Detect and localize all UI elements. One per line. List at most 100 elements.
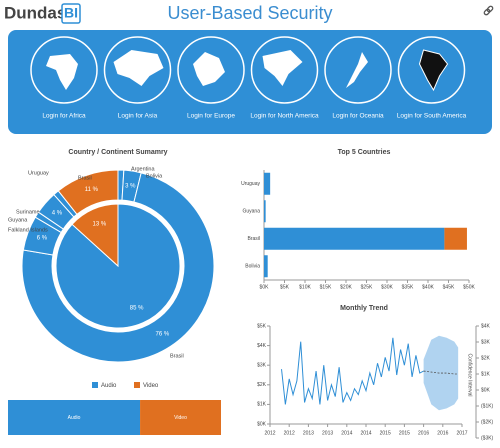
link-icon[interactable] [483, 5, 494, 16]
y-tick-label: $3K [257, 363, 267, 369]
login-label: Login for North America [250, 113, 319, 120]
slice-value-label: 11 % [85, 187, 99, 193]
slice-value-label: 6 % [37, 236, 48, 242]
x-tick-label: $25K [361, 284, 373, 290]
x-tick-label: 2013 [303, 430, 314, 436]
slice-label: Falkland Islands [8, 227, 48, 233]
chart-title: Monthly Trend [340, 305, 388, 312]
legend-swatch [92, 382, 98, 388]
bar [444, 227, 467, 250]
x-tick-label: 2016 [437, 430, 448, 436]
x-tick-label: 2015 [380, 430, 391, 436]
slice-value-label: 3 % [125, 184, 136, 190]
slice-label: Uruguay [28, 170, 49, 176]
login-button[interactable]: Login for South America [397, 36, 467, 120]
y-tick-label: $0K [257, 421, 267, 427]
segment-label: Audio [68, 415, 81, 421]
y2-tick-label: ($3K) [481, 435, 494, 441]
y2-axis-title: Confidence Interval [467, 353, 473, 396]
y2-tick-label: ($1K) [481, 403, 494, 409]
login-map [262, 50, 303, 86]
trend-line [281, 337, 424, 405]
login-map [193, 52, 225, 86]
logo-badge: BI [64, 5, 78, 21]
x-tick-label: 2015 [399, 430, 410, 436]
pie-slice [21, 172, 215, 363]
login-map [113, 50, 164, 86]
y-tick-label: $5K [257, 323, 267, 329]
stack-segment [140, 400, 221, 435]
x-tick-label: 2012 [284, 430, 295, 436]
slice-label: Brasil [170, 353, 184, 359]
x-tick-label: 2012 [264, 430, 275, 436]
slice-label: Suriname [16, 209, 40, 215]
bar [264, 200, 266, 223]
login-map [346, 52, 368, 88]
chart-title: Top 5 Countries [338, 149, 391, 156]
login-map [46, 54, 78, 90]
login-map [418, 49, 449, 92]
y2-tick-label: $1K [481, 371, 491, 377]
legend-label: Audio [101, 383, 117, 389]
y2-tick-label: ($2K) [481, 419, 494, 425]
stack-segment [8, 400, 141, 435]
x-tick-label: $45K [443, 284, 455, 290]
segment-label: Video [174, 415, 187, 421]
login-button[interactable]: Login for North America [250, 36, 319, 120]
page-title: User-Based Security [167, 3, 332, 23]
login-label: Login for Europe [187, 113, 235, 120]
x-tick-label: $35K [402, 284, 414, 290]
pie-slice [71, 203, 119, 268]
x-tick-label: $10K [299, 284, 311, 290]
forecast-line [423, 370, 459, 375]
x-tick-label: 2016 [418, 430, 429, 436]
x-tick-label: 2014 [341, 430, 352, 436]
y-tick-label: $4K [257, 343, 267, 349]
login-label: Login for Africa [42, 113, 86, 120]
slice-label: Brasil [78, 175, 92, 181]
y-tick-label: Bolivia [245, 264, 260, 270]
login-button[interactable]: Login for Asia [103, 36, 172, 120]
y-tick-label: Brasil [247, 236, 260, 242]
pie-slice [57, 169, 119, 216]
y-tick-label: Uruguay [241, 181, 260, 187]
chart-title: Country / Continent Sumamry [68, 149, 167, 156]
bar [264, 172, 271, 195]
legend-swatch [134, 382, 140, 388]
login-label: Login for Asia [118, 113, 158, 120]
confidence-band [423, 335, 459, 411]
login-button[interactable]: Login for Africa [30, 36, 98, 120]
bar [264, 227, 445, 250]
login-button[interactable]: Login for Europe [177, 36, 245, 120]
x-tick-label: $15K [320, 284, 332, 290]
login-button[interactable]: Login for Oceania [324, 36, 392, 120]
y-tick-label: $1K [257, 402, 267, 408]
slice-label: Guyana [8, 217, 28, 223]
login-label: Login for Oceania [332, 113, 384, 120]
y2-tick-label: $0K [481, 387, 491, 393]
y-tick-label: $2K [257, 382, 267, 388]
slice-label: Bolivia [146, 173, 163, 179]
slice-value-label: 13 % [93, 222, 107, 228]
x-tick-label: $0K [260, 284, 270, 290]
logo: Dundas [4, 3, 66, 22]
y-tick-label: Guyana [242, 209, 260, 215]
x-tick-label: 2014 [360, 430, 371, 436]
pie-slice [55, 203, 181, 329]
slice-value-label: 85 % [130, 306, 144, 312]
logo-badge-box [61, 3, 81, 24]
slice-label: Argentina [131, 166, 155, 172]
x-tick-label: $50K [463, 284, 475, 290]
bar [264, 255, 268, 278]
slice-value-label: 76 % [156, 331, 170, 337]
x-tick-label: $30K [381, 284, 393, 290]
login-label: Login for South America [397, 113, 467, 120]
y2-tick-label: $4K [481, 323, 491, 329]
x-tick-label: 2017 [456, 430, 467, 436]
x-tick-label: 2013 [322, 430, 333, 436]
slice-value-label: 4 % [52, 210, 63, 216]
x-tick-label: $40K [422, 284, 434, 290]
legend-label: Video [143, 383, 159, 389]
y2-tick-label: $3K [481, 339, 491, 345]
